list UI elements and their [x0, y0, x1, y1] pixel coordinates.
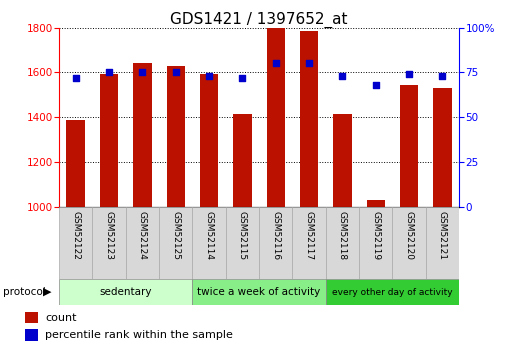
Bar — [326, 279, 459, 305]
Title: GDS1421 / 1397652_at: GDS1421 / 1397652_at — [170, 11, 348, 28]
Point — [171, 70, 180, 75]
Bar — [359, 207, 392, 279]
Text: count: count — [45, 313, 76, 323]
Bar — [400, 85, 418, 207]
Text: GSM52114: GSM52114 — [205, 210, 213, 260]
Bar — [67, 119, 85, 207]
Bar — [426, 207, 459, 279]
Bar — [192, 279, 326, 305]
Point — [438, 73, 446, 79]
Bar — [133, 63, 151, 207]
Text: percentile rank within the sample: percentile rank within the sample — [45, 330, 233, 340]
Point — [405, 71, 413, 77]
Text: GSM52116: GSM52116 — [271, 210, 280, 260]
Bar — [392, 207, 426, 279]
Bar — [92, 207, 126, 279]
Point — [338, 73, 346, 79]
Text: every other day of activity: every other day of activity — [332, 288, 453, 297]
Text: GSM52120: GSM52120 — [405, 210, 413, 260]
Bar — [200, 73, 218, 207]
Text: ▶: ▶ — [43, 287, 51, 296]
Bar — [25, 312, 38, 323]
Bar — [100, 73, 118, 207]
Bar — [433, 88, 451, 207]
Bar — [159, 207, 192, 279]
Text: GSM52117: GSM52117 — [305, 210, 313, 260]
Bar — [126, 207, 159, 279]
Bar — [259, 207, 292, 279]
Point — [371, 82, 380, 88]
Point — [305, 61, 313, 66]
Bar — [292, 207, 326, 279]
Bar — [233, 114, 251, 207]
Bar — [326, 207, 359, 279]
Point — [238, 75, 246, 81]
Point — [71, 75, 80, 81]
Text: GSM52121: GSM52121 — [438, 210, 447, 260]
Bar — [25, 329, 38, 341]
Bar — [367, 200, 385, 207]
Text: GSM52124: GSM52124 — [138, 210, 147, 259]
Bar — [300, 31, 318, 207]
Bar — [59, 207, 92, 279]
Text: twice a week of activity: twice a week of activity — [198, 287, 321, 297]
Text: GSM52119: GSM52119 — [371, 210, 380, 260]
Bar — [192, 207, 226, 279]
Bar — [267, 28, 285, 207]
Bar — [333, 114, 351, 207]
Bar — [59, 279, 192, 305]
Bar — [167, 66, 185, 207]
Text: GSM52125: GSM52125 — [171, 210, 180, 260]
Text: sedentary: sedentary — [100, 287, 152, 297]
Point — [271, 61, 280, 66]
Text: GSM52115: GSM52115 — [238, 210, 247, 260]
Text: GSM52123: GSM52123 — [105, 210, 113, 260]
Text: GSM52122: GSM52122 — [71, 210, 80, 259]
Text: protocol: protocol — [3, 287, 45, 296]
Point — [138, 70, 147, 75]
Point — [205, 73, 213, 79]
Point — [105, 70, 113, 75]
Bar — [226, 207, 259, 279]
Text: GSM52118: GSM52118 — [338, 210, 347, 260]
